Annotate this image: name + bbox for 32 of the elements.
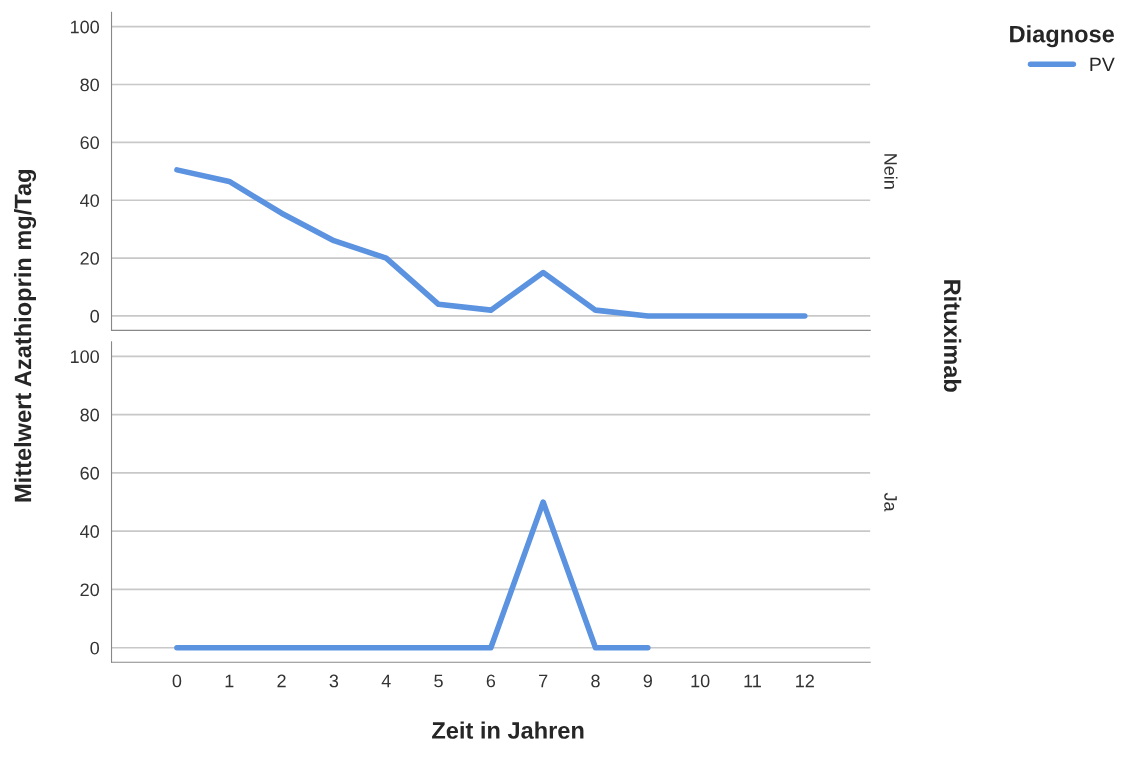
y-tick-label: 80 <box>80 408 100 422</box>
x-tick-label: 1 <box>225 674 234 688</box>
y-tick-label: 20 <box>80 252 100 265</box>
x-tick-label: 2 <box>277 674 286 688</box>
x-axis-title: Zeit in Jahren <box>432 721 584 739</box>
x-tick-label: 8 <box>591 674 600 688</box>
y-tick-label: 40 <box>80 525 100 538</box>
y-tick-label: 0 <box>90 641 100 655</box>
y-tick-label: 60 <box>80 466 100 480</box>
legend-title: Diagnose <box>1010 25 1115 48</box>
x-tick-label: 12 <box>796 674 814 688</box>
y-tick-label: 100 <box>70 350 100 364</box>
text: Ja <box>884 492 897 512</box>
y-tick-label: 20 <box>80 583 100 597</box>
x-tick-label: 5 <box>434 674 443 688</box>
y-tick-label: 0 <box>90 309 100 323</box>
x-tick-label: 3 <box>329 674 339 688</box>
x-tick-label: 7 <box>539 674 548 688</box>
text: Rituximab <box>943 280 962 392</box>
y-tick-label: 60 <box>80 136 100 150</box>
x-tick-label: 9 <box>643 674 652 688</box>
x-tick-label: 6 <box>486 674 496 688</box>
text: Nein <box>884 154 898 189</box>
x-tick-label: 10 <box>691 674 710 688</box>
legend-label: PV <box>1090 57 1115 72</box>
y-tick-label: 80 <box>80 78 100 92</box>
x-tick-label: 11 <box>744 674 761 688</box>
y-axis-title: Mittelwert Azathioprin mg/Tag <box>13 170 37 502</box>
y-tick-label: 40 <box>80 194 100 207</box>
y-tick-label: 100 <box>70 20 100 34</box>
x-tick-label: 0 <box>172 674 182 688</box>
x-tick-label: 4 <box>381 674 391 688</box>
